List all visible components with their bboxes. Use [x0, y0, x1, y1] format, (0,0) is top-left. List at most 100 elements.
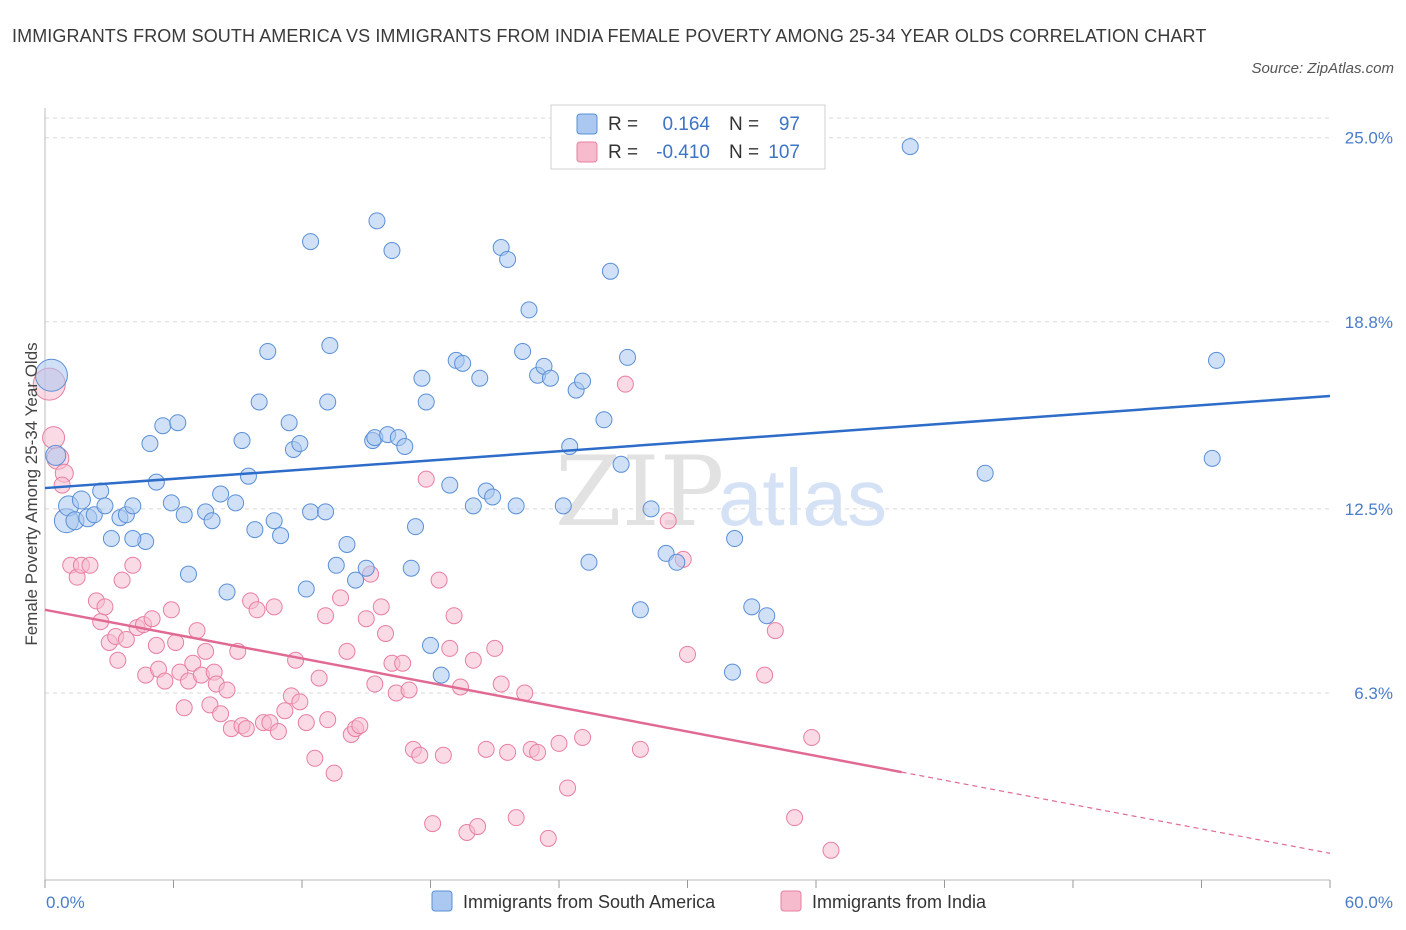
- south-america-point: [175, 506, 193, 524]
- south-america-point: [302, 233, 320, 251]
- trend-line-india: [44, 608, 902, 774]
- india-point: [306, 749, 324, 767]
- india-point: [269, 723, 287, 741]
- south-america-point: [280, 414, 298, 432]
- trend-line-south-america: [44, 394, 1331, 490]
- india-point: [338, 642, 356, 660]
- south-america-point: [464, 497, 482, 515]
- south-america-point: [471, 369, 489, 387]
- axes: [44, 108, 1331, 888]
- india-point: [291, 693, 309, 711]
- india-point: [366, 675, 384, 693]
- india-point: [559, 779, 577, 797]
- series-india-points: [32, 367, 840, 859]
- legend-swatch-south-america: [576, 113, 598, 135]
- india-point: [659, 512, 677, 530]
- india-point: [287, 651, 305, 669]
- india-point: [297, 714, 315, 732]
- trend-line-india-extension: [901, 771, 1331, 854]
- south-america-point: [347, 571, 365, 589]
- south-america-point: [743, 598, 761, 616]
- india-point: [237, 720, 255, 738]
- india-point: [616, 375, 634, 393]
- india-point: [162, 601, 180, 619]
- india-point: [310, 669, 328, 687]
- india-point: [756, 666, 774, 684]
- india-point: [574, 728, 592, 746]
- south-america-point: [1207, 351, 1225, 369]
- india-point: [212, 705, 230, 723]
- south-america-point: [507, 497, 525, 515]
- south-america-point: [179, 565, 197, 583]
- india-point: [147, 636, 165, 654]
- source-credit: Source: ZipAtlas.com: [1251, 60, 1394, 77]
- watermark-zip: ZIP: [555, 436, 724, 548]
- india-point: [276, 702, 294, 720]
- india-point: [372, 598, 390, 616]
- india-point: [786, 809, 804, 827]
- india-point: [377, 625, 395, 643]
- tick-labels: 6.3% 12.5% 18.8% 25.0% 0.0% 60.0%: [46, 129, 1393, 912]
- south-america-point: [413, 369, 431, 387]
- trend-lines: [44, 394, 1331, 854]
- india-point: [53, 476, 71, 494]
- south-america-point: [901, 138, 919, 156]
- south-america-point: [619, 348, 637, 366]
- india-point: [464, 651, 482, 669]
- legend-n-label-1: N =: [729, 114, 759, 135]
- india-point: [117, 630, 135, 648]
- south-america-point: [976, 464, 994, 482]
- legend-r-value-2: -0.410: [656, 142, 710, 163]
- india-point: [492, 675, 510, 693]
- south-america-point: [402, 559, 420, 577]
- south-america-point: [317, 503, 335, 521]
- india-point: [400, 681, 418, 699]
- south-america-point: [612, 455, 630, 473]
- south-america-point: [417, 393, 435, 411]
- south-america-point: [96, 497, 114, 515]
- south-america-point: [327, 556, 345, 574]
- south-america-point: [297, 580, 315, 598]
- y-tick-label: 6.3%: [1354, 684, 1393, 703]
- india-point: [156, 672, 174, 690]
- south-america-point: [368, 212, 386, 230]
- india-point: [218, 681, 236, 699]
- legend-n-label-2: N =: [729, 142, 759, 163]
- legend-n-value-2: 107: [768, 142, 800, 163]
- legend-n-value-1: 97: [779, 114, 800, 135]
- south-america-point: [338, 535, 356, 553]
- india-point: [113, 571, 131, 589]
- south-america-point: [141, 435, 159, 453]
- india-point: [394, 654, 412, 672]
- india-point: [477, 740, 495, 758]
- correlation-legend: R = 0.164 N = 97 R = -0.410 N = 107: [550, 104, 826, 170]
- x-tick-label: 0.0%: [46, 893, 85, 912]
- grid-lines: [45, 117, 1330, 694]
- bottom-legend-swatch-south-america: [431, 890, 453, 912]
- south-america-point: [1203, 449, 1221, 467]
- south-america-point: [668, 553, 686, 571]
- india-point: [441, 639, 459, 657]
- india-point: [434, 746, 452, 764]
- india-point: [325, 764, 343, 782]
- india-point: [631, 740, 649, 758]
- south-america-point: [432, 666, 450, 684]
- legend-swatch-india: [576, 141, 598, 163]
- south-america-point: [124, 530, 142, 548]
- india-point: [486, 639, 504, 657]
- south-america-point: [407, 518, 425, 536]
- south-america-point: [441, 476, 459, 494]
- south-america-point: [321, 337, 339, 355]
- south-america-point: [723, 663, 741, 681]
- india-point: [803, 728, 821, 746]
- india-point: [445, 607, 463, 625]
- south-america-point: [595, 411, 613, 429]
- south-america-point: [520, 301, 538, 319]
- india-point: [184, 654, 202, 672]
- south-america-point: [383, 242, 401, 260]
- south-america-point: [147, 473, 165, 491]
- india-point: [424, 815, 442, 833]
- x-tick-label: 60.0%: [1345, 893, 1393, 912]
- south-america-point: [541, 369, 559, 387]
